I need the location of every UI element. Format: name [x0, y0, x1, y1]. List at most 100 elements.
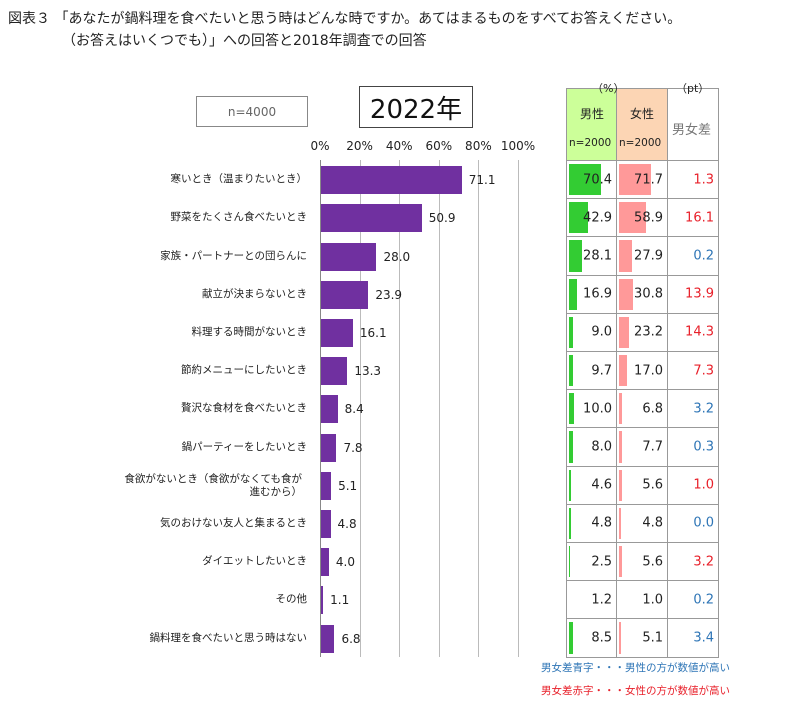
diff-value: 3.2 [693, 401, 714, 417]
female-value: 23.2 [634, 324, 663, 340]
male-cell: 8.5 [566, 618, 617, 658]
male-cell: 9.7 [566, 351, 617, 391]
female-bar [619, 622, 622, 654]
diff-value: 7.3 [693, 363, 714, 379]
female-bar [619, 507, 622, 539]
x-tick-label: 40% [385, 139, 413, 153]
male-cell: 8.0 [566, 427, 617, 467]
female-cell: 5.6 [616, 465, 668, 505]
male-bar [569, 202, 589, 234]
unit-pt: （pt） [676, 82, 710, 95]
male-bar [569, 622, 573, 654]
diff-value: 3.2 [693, 554, 714, 570]
female-bar [619, 202, 646, 234]
female-bar [619, 316, 630, 348]
male-cell: 42.9 [566, 198, 617, 238]
female-bar [619, 393, 623, 425]
diff-cell: 0.3 [667, 427, 719, 467]
gridline [518, 160, 519, 657]
x-tick-label: 20% [346, 139, 373, 153]
male-header-label: 男性 [580, 107, 605, 121]
category-label: その他 [275, 593, 308, 606]
male-bar [569, 240, 582, 272]
male-n: n=2000 [569, 137, 612, 149]
value-label: 7.8 [343, 440, 363, 455]
note-red: 男女差赤字・・・女性の方が数値が高い [541, 685, 730, 697]
male-value: 9.7 [591, 363, 612, 379]
diff-cell: 3.2 [667, 389, 719, 429]
value-label: 4.0 [335, 555, 355, 570]
gridline [438, 160, 440, 657]
x-tick-label: 100% [500, 139, 536, 153]
category-label: 家族・パートナーとの団らんに [160, 249, 307, 262]
bar [321, 509, 331, 538]
bar [321, 586, 324, 615]
female-value: 6.8 [642, 401, 663, 417]
female-cell: 23.2 [616, 312, 668, 352]
value-label: 8.4 [344, 402, 364, 417]
male-bar [569, 546, 571, 578]
female-value: 4.8 [642, 515, 663, 531]
male-value: 9.0 [591, 324, 612, 340]
male-cell: 1.2 [566, 580, 617, 620]
value-label: 13.3 [354, 364, 382, 379]
category-label: 贅沢な食材を食べたいとき [181, 402, 307, 415]
male-value: 28.1 [583, 248, 612, 264]
diff-cell: 1.0 [667, 465, 719, 505]
female-bar [619, 469, 622, 501]
sample-size-label: n=4000 [196, 96, 308, 127]
male-bar [569, 316, 574, 348]
diff-value: 0.2 [693, 592, 714, 608]
female-bar [619, 164, 652, 196]
year-label: 2022年 [359, 86, 473, 128]
male-bar [569, 431, 573, 463]
bar [321, 280, 369, 309]
female-bar [619, 546, 622, 578]
male-cell: 16.9 [566, 274, 617, 314]
female-cell: 27.9 [616, 236, 668, 276]
diff-value: 3.4 [693, 630, 714, 646]
female-header: 女性 n=2000 [616, 88, 668, 161]
bar [321, 242, 377, 271]
diff-header-label: 男女差 [672, 123, 712, 138]
bar [321, 204, 422, 233]
diff-cell: 1.3 [667, 160, 719, 200]
diff-value: 14.3 [685, 324, 714, 340]
male-cell: 10.0 [566, 389, 617, 429]
bar [321, 318, 353, 347]
category-label: 節約メニューにしたいとき [181, 364, 307, 377]
male-bar [569, 355, 574, 387]
female-cell: 7.7 [616, 427, 668, 467]
male-value: 8.0 [591, 439, 612, 455]
male-value: 4.8 [591, 515, 612, 531]
female-value: 30.8 [634, 286, 663, 302]
male-value: 8.5 [591, 630, 612, 646]
category-label: 鍋料理を食べたいと思う時はない [149, 631, 308, 644]
category-label: 野菜をたくさん食べたいとき [170, 211, 308, 224]
male-value: 16.9 [583, 286, 612, 302]
male-value: 10.0 [583, 401, 612, 417]
unit-percent: （%） [592, 82, 625, 95]
female-bar [619, 431, 623, 463]
value-label: 1.1 [330, 593, 350, 608]
x-tick-label: 80% [465, 139, 492, 153]
x-tick-label: 60% [425, 139, 453, 153]
gridline [399, 160, 401, 657]
male-bar [569, 393, 574, 425]
female-value: 17.0 [634, 363, 663, 379]
title-line-2: （お答えはいくつでも）」への回答と2018年調査での回答 [62, 33, 427, 49]
category-label: 料理する時間がないとき [191, 325, 308, 338]
female-value: 71.7 [634, 172, 663, 188]
female-value: 5.6 [642, 477, 663, 493]
diff-cell: 7.3 [667, 351, 719, 391]
female-bar [619, 278, 633, 310]
female-cell: 5.1 [616, 618, 668, 658]
diff-header: 男女差 [667, 88, 719, 161]
female-bar [619, 240, 632, 272]
male-bar [569, 278, 577, 310]
male-bar [569, 469, 572, 501]
value-label: 71.1 [468, 173, 496, 188]
female-cell: 30.8 [616, 274, 668, 314]
gridline [478, 160, 480, 657]
female-value: 5.1 [642, 630, 663, 646]
